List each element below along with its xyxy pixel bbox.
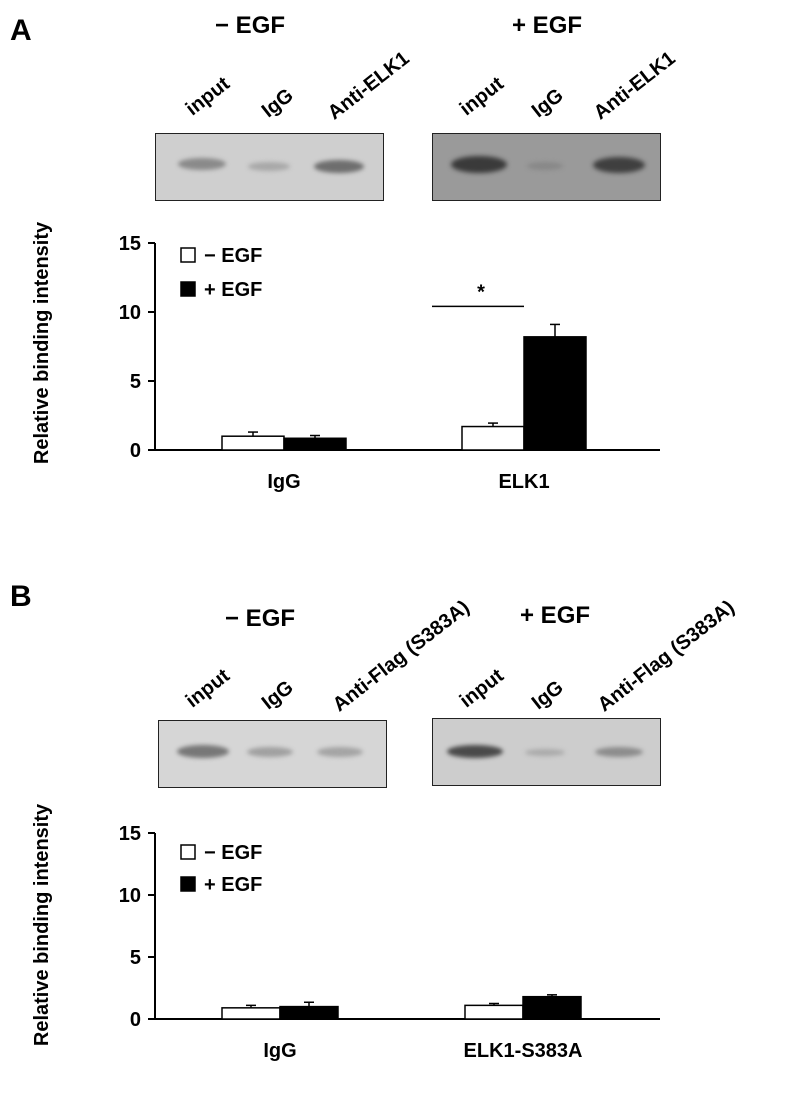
panel-b-blot-minus-egf bbox=[158, 720, 387, 788]
category-label: ELK1 bbox=[498, 471, 549, 493]
bar bbox=[464, 1004, 524, 1020]
panel-a-lane-label: input bbox=[455, 72, 508, 121]
blot-band bbox=[527, 162, 563, 170]
blot-band bbox=[317, 747, 363, 757]
panel-b-blot-plus-egf bbox=[432, 718, 661, 786]
bar bbox=[221, 1007, 281, 1020]
blot-band bbox=[177, 745, 229, 758]
panel-a-letter: A bbox=[10, 14, 32, 47]
legend-swatch bbox=[180, 876, 196, 892]
panel-a-lane-label: IgG bbox=[527, 84, 568, 123]
panel-b-lane-label: Anti-Flag (S383A) bbox=[593, 596, 739, 717]
blot-band bbox=[247, 747, 293, 757]
panel-a-condition-minus-egf: − EGF bbox=[215, 12, 286, 39]
panel-a-lane-label: Anti-ELK1 bbox=[589, 47, 680, 125]
blot-band bbox=[593, 157, 645, 173]
bar bbox=[221, 435, 285, 451]
panel-b-lane-label: input bbox=[181, 664, 234, 713]
legend-label: + EGF bbox=[204, 874, 262, 896]
y-tick-label: 15 bbox=[119, 233, 141, 255]
panel-a-blot-minus-egf bbox=[155, 133, 384, 201]
y-tick-label: 5 bbox=[130, 371, 141, 393]
panel-a-lane-label: IgG bbox=[257, 84, 298, 123]
blot-band bbox=[248, 162, 290, 171]
chart-a: Relative binding intensity 0 5 10 15 IgG ELK1… bbox=[31, 221, 660, 493]
blot-band bbox=[178, 158, 226, 170]
panel-a-condition-plus-egf: + EGF bbox=[512, 12, 583, 39]
y-axis-label: Relative binding intensity bbox=[31, 221, 53, 464]
panel-b-letter: B bbox=[10, 580, 32, 613]
bar bbox=[523, 336, 587, 451]
y-axis-label: Relative binding intensity bbox=[31, 803, 53, 1046]
panel-b-lane-label: input bbox=[455, 664, 508, 713]
blot-band bbox=[447, 745, 503, 758]
y-tick-label: 0 bbox=[130, 440, 141, 462]
category-label: ELK1-S383A bbox=[464, 1040, 583, 1062]
y-tick-label: 0 bbox=[130, 1009, 141, 1031]
blot-band bbox=[595, 747, 643, 757]
panel-a-lane-label: Anti-ELK1 bbox=[323, 47, 414, 125]
y-tick-label: 10 bbox=[119, 302, 141, 324]
panel-b-condition-minus-egf: − EGF bbox=[225, 605, 296, 632]
chart-b: Relative binding intensity 0 5 10 15 IgG ELK1… bbox=[31, 803, 660, 1062]
category-label: IgG bbox=[263, 1040, 296, 1062]
blot-band bbox=[525, 749, 565, 756]
legend-label: + EGF bbox=[204, 279, 262, 301]
legend-swatch bbox=[180, 281, 196, 297]
panel-a-blot-plus-egf bbox=[432, 133, 661, 201]
blot-band bbox=[314, 160, 364, 173]
y-tick-label: 5 bbox=[130, 947, 141, 969]
category-label: IgG bbox=[267, 471, 300, 493]
significance-star: * bbox=[477, 281, 485, 303]
bar bbox=[279, 1005, 339, 1020]
y-tick-label: 10 bbox=[119, 885, 141, 907]
y-tick-label: 15 bbox=[119, 823, 141, 845]
blot-band bbox=[451, 156, 507, 173]
legend-label: − EGF bbox=[204, 842, 262, 864]
bar bbox=[283, 437, 347, 451]
legend-label: − EGF bbox=[204, 245, 262, 267]
panel-b-lane-label: IgG bbox=[257, 676, 298, 715]
legend-swatch bbox=[180, 844, 196, 860]
legend-swatch bbox=[180, 247, 196, 263]
bar bbox=[461, 425, 525, 451]
panel-b-lane-label: IgG bbox=[527, 676, 568, 715]
bar bbox=[522, 995, 582, 1020]
panel-a-lane-label: input bbox=[181, 72, 234, 121]
panel-b-condition-plus-egf: + EGF bbox=[520, 602, 591, 629]
panel-b-lane-label: Anti-Flag (S383A) bbox=[328, 596, 474, 717]
